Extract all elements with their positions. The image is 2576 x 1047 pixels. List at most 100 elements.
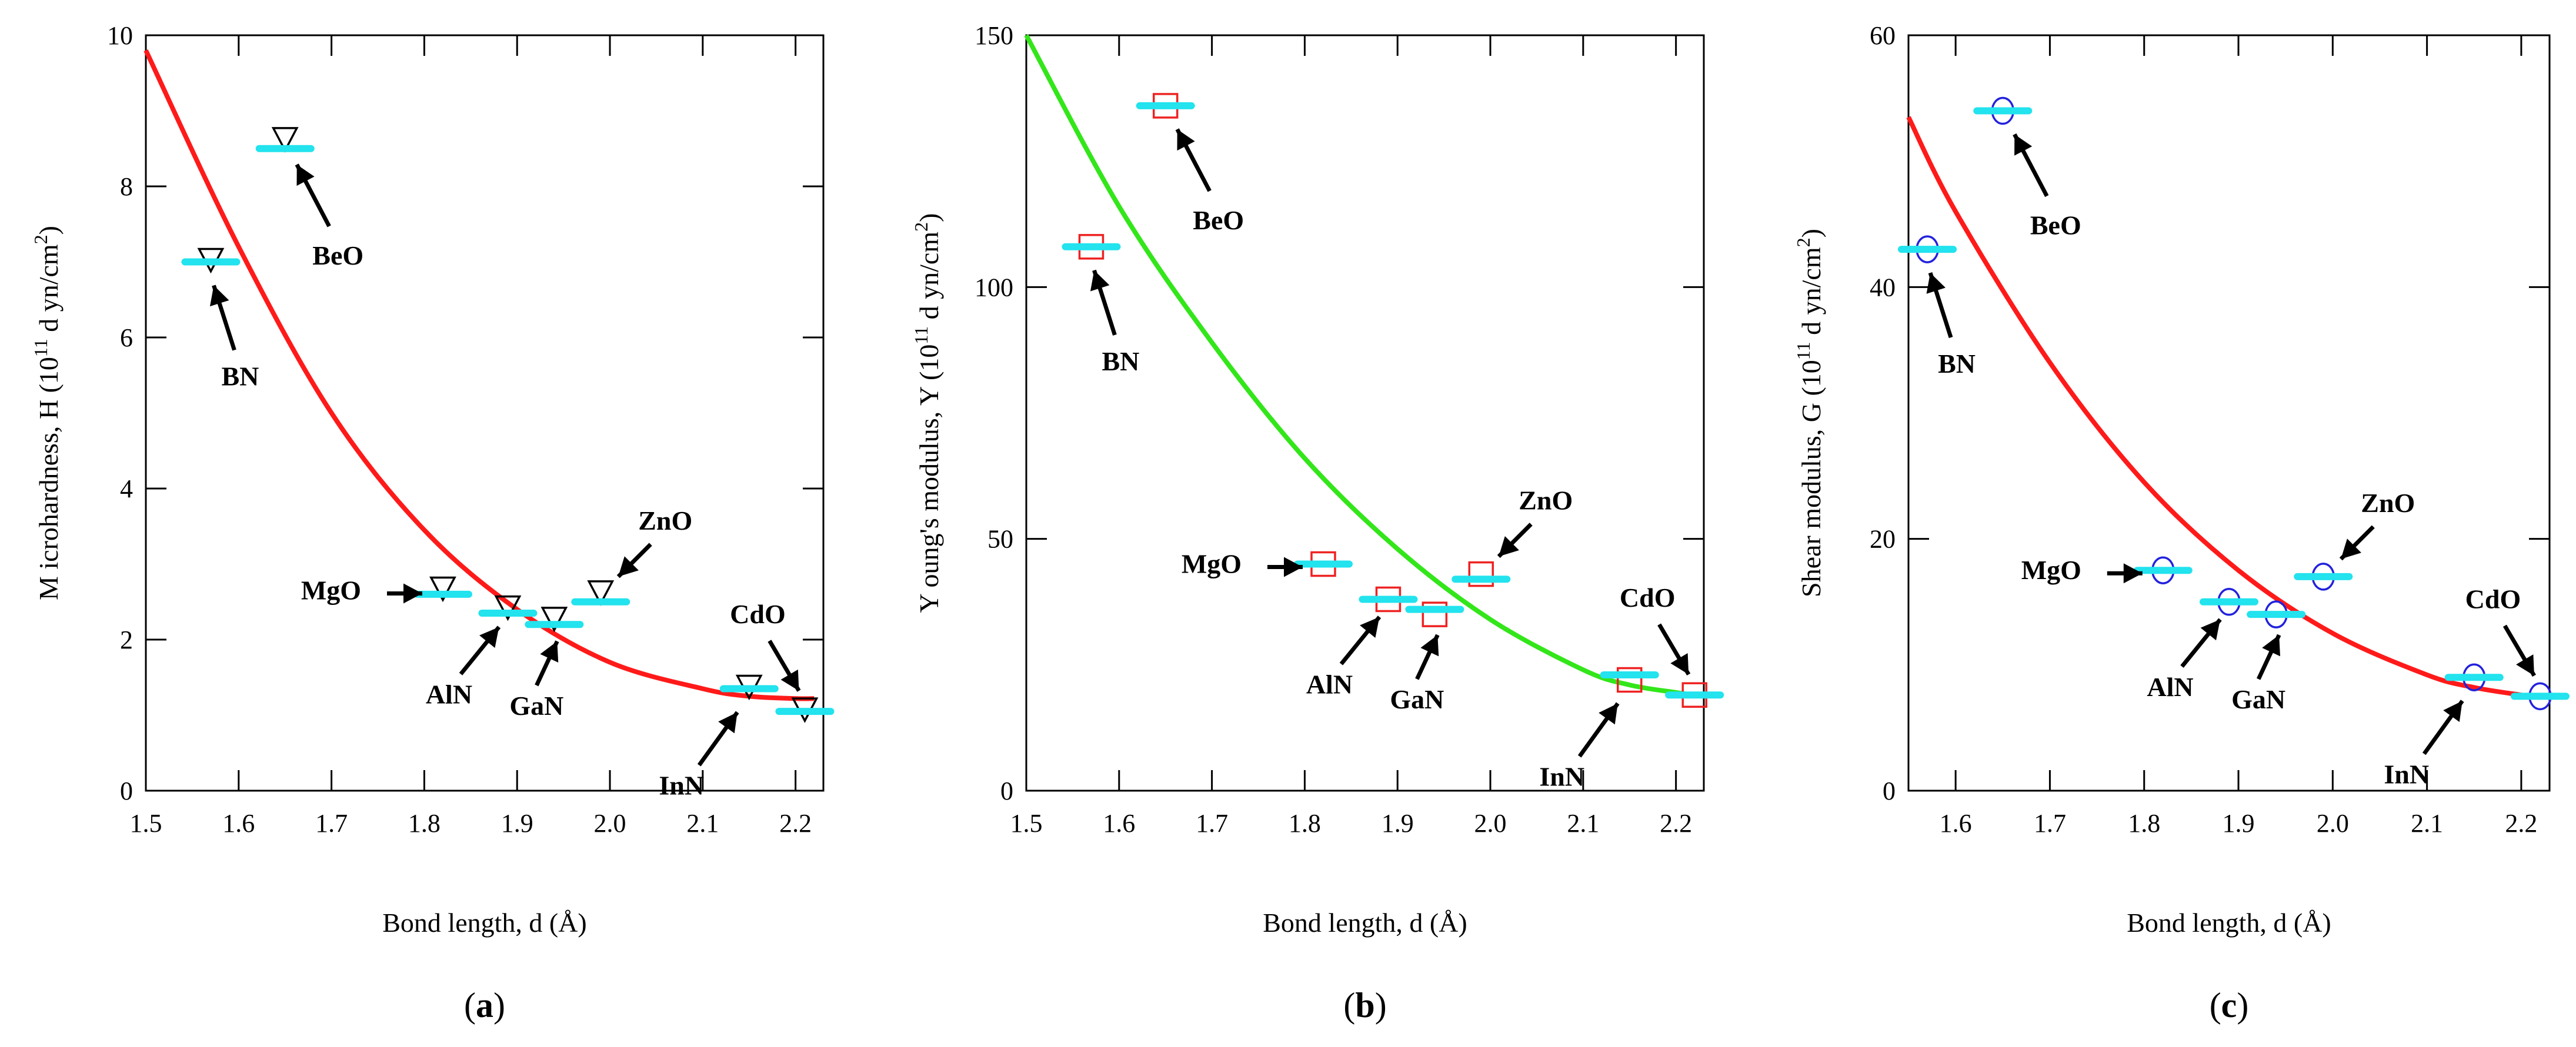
annotation-arrow-BN-head xyxy=(209,285,229,307)
annotation-CdO: CdO xyxy=(730,599,786,629)
annotation-arrow-BeO-head xyxy=(296,164,315,186)
annotation-AlN: AlN xyxy=(1306,669,1353,699)
plot-frame xyxy=(1907,34,2551,792)
y-axis-title-part: 11 xyxy=(910,326,932,344)
y-axis-title-part: Y oung's modulus, Y (10 xyxy=(914,344,944,613)
x-tick-label: 2.2 xyxy=(1660,809,1692,838)
annotation-ZnO: ZnO xyxy=(638,506,692,536)
annotation-arrow-GaN-head xyxy=(1420,635,1439,657)
panel-label-a: (a) xyxy=(464,986,505,1025)
y-tick-label: 10 xyxy=(107,21,133,50)
y-axis-title-part: 2 xyxy=(30,235,51,244)
x-tick-label: 1.6 xyxy=(222,809,255,838)
y-axis-title-part: ) xyxy=(914,213,944,222)
panel-label-part: b xyxy=(1355,986,1374,1025)
y-axis-title-part: ) xyxy=(34,226,64,235)
annotation-arrow-InN-head xyxy=(718,712,738,734)
data-marker-GaN xyxy=(540,607,568,633)
x-tick-label: 2.2 xyxy=(779,809,812,838)
panel-label-part: a xyxy=(476,986,493,1025)
y-tick-label: 6 xyxy=(120,323,133,352)
y-axis-title: Y oung's modulus, Y (1011 d yn/cm2) xyxy=(910,213,944,613)
data-marker-ZnO xyxy=(587,580,615,606)
y-tick-label: 0 xyxy=(1883,777,1896,805)
annotation-arrow-MgO-head xyxy=(1283,557,1303,577)
panel-label-part: ) xyxy=(493,986,505,1025)
y-tick-label: 2 xyxy=(120,625,133,654)
x-tick-label: 2.1 xyxy=(1567,809,1599,838)
plot-frame xyxy=(1025,34,1705,792)
y-axis-title-part: Shear modulus, G (10 xyxy=(1796,360,1826,597)
annotation-arrow-BN-head xyxy=(1926,273,1946,294)
annotation-InN: InN xyxy=(659,771,704,801)
y-axis-title-part: ) xyxy=(1796,229,1826,238)
annotation-arrow-BeO-head xyxy=(2014,134,2033,156)
y-axis-title-part: d yn/cm xyxy=(914,232,944,326)
x-tick-label: 1.8 xyxy=(408,809,441,838)
annotation-BeO: BeO xyxy=(1193,205,1244,235)
panel-label-part: ) xyxy=(1375,986,1387,1025)
data-marker-AlN xyxy=(494,595,522,621)
panel-label-part: ( xyxy=(1343,986,1355,1025)
panel-label-c: (c) xyxy=(2210,986,2249,1025)
data-marker-MgO xyxy=(429,576,456,603)
x-tick-label: 2.1 xyxy=(2411,809,2443,838)
annotation-arrow-CdO-head xyxy=(2516,654,2534,676)
y-axis-title-part: 11 xyxy=(30,339,51,357)
y-tick-label: 20 xyxy=(1870,525,1896,554)
fit-curve xyxy=(1024,34,1695,698)
annotation-arrow-ZnO-head xyxy=(618,556,639,577)
annotation-CdO: CdO xyxy=(1620,583,1676,613)
y-tick-label: 100 xyxy=(975,273,1013,302)
panel-a: 1.5 1.6 1.7 1.8 1.9 2.0 2.1 2.2 0 2 4 6 8 10 Bond leng… xyxy=(30,21,835,1025)
x-tick-label: 1.6 xyxy=(1103,809,1135,838)
y-tick-label: 0 xyxy=(1000,777,1013,805)
panel-label-part: ) xyxy=(2237,986,2248,1025)
fit-curve xyxy=(144,49,815,701)
annotation-BeO: BeO xyxy=(312,240,363,270)
annotation-arrow-CdO-head xyxy=(780,669,799,691)
y-tick-label: 4 xyxy=(120,474,133,503)
x-axis-title: Bond length, d (Å) xyxy=(2127,908,2331,938)
annotation-AlN: AlN xyxy=(426,680,472,710)
y-tick-label: 60 xyxy=(1870,21,1896,50)
y-axis-title-part: d yn/cm xyxy=(1796,247,1826,342)
panel-c: 1.6 1.7 1.8 1.9 2.0 2.1 2.2 0 20 40 60 Bond length,… xyxy=(1793,21,2570,1025)
x-tick-label: 1.5 xyxy=(1010,809,1043,838)
fit-curve xyxy=(1906,116,2541,700)
annotation-GaN: GaN xyxy=(2231,684,2285,714)
annotation-BN: BN xyxy=(1938,349,1976,379)
annotation-arrow-AlN-head xyxy=(2200,619,2220,641)
annotation-GaN: GaN xyxy=(509,691,563,721)
x-tick-label: 2.0 xyxy=(594,809,626,838)
annotation-BeO: BeO xyxy=(2030,210,2081,240)
annotation-arrow-GaN-head xyxy=(2262,635,2281,657)
x-tick-label: 1.8 xyxy=(1289,809,1321,838)
data-marker-ZnO xyxy=(1468,561,1494,587)
y-tick-label: 8 xyxy=(120,172,133,201)
x-tick-label: 1.6 xyxy=(1940,809,1972,838)
annotation-arrow-BN-head xyxy=(1090,270,1110,292)
x-tick-label: 1.7 xyxy=(315,809,348,838)
annotation-MgO: MgO xyxy=(301,575,361,605)
y-axis-title: Shear modulus, G (1011 d yn/cm2) xyxy=(1793,229,1826,597)
x-tick-label: 1.7 xyxy=(1196,809,1228,838)
panel-label-b: (b) xyxy=(1343,986,1386,1025)
x-tick-label: 2.0 xyxy=(2317,809,2349,838)
y-axis-title-part: 11 xyxy=(1793,342,1814,360)
annotation-AlN: AlN xyxy=(2147,672,2193,702)
y-axis-title-part: 2 xyxy=(1793,238,1814,247)
annotation-arrow-InN-head xyxy=(2443,701,2462,722)
annotation-InN: InN xyxy=(2384,759,2429,789)
annotation-ZnO: ZnO xyxy=(2361,488,2415,518)
x-axis-title: Bond length, d (Å) xyxy=(382,908,587,938)
y-axis-title-part: 2 xyxy=(910,222,932,232)
annotation-arrow-MgO-head xyxy=(2123,563,2143,584)
x-tick-label: 1.9 xyxy=(1382,809,1414,838)
annotation-arrow-GaN-head xyxy=(540,641,559,663)
annotation-arrow-ZnO-head xyxy=(1499,536,1519,557)
annotation-CdO: CdO xyxy=(2465,584,2521,614)
y-axis-title-part: M icrohardness, H (10 xyxy=(34,357,64,600)
